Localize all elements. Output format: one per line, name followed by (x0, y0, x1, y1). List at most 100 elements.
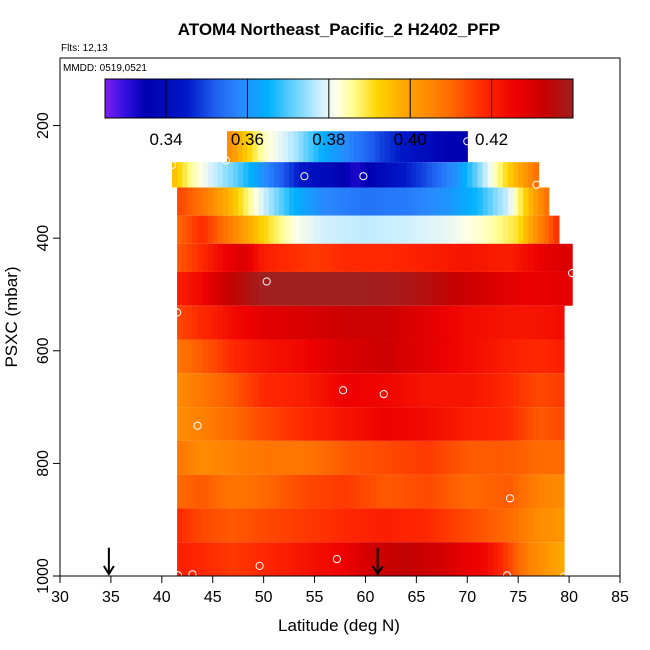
sample-point (339, 386, 348, 395)
heatmap-cell (467, 162, 473, 188)
heatmap-cell (523, 187, 529, 216)
heatmap-cell (304, 407, 311, 441)
heatmap-cell (294, 215, 300, 244)
heatmap-cell (233, 474, 239, 509)
heatmap-cell (217, 373, 224, 408)
heatmap-cell (304, 474, 311, 509)
heatmap-cell (452, 407, 458, 441)
heatmap-cell (289, 271, 295, 306)
heatmap-cell (334, 243, 341, 272)
heatmap-cell (375, 243, 382, 272)
colorbar-tick-label: 0.36 (231, 130, 264, 149)
heatmap-cell (396, 373, 402, 408)
heatmap-cell (452, 508, 458, 543)
heatmap-cell (380, 542, 387, 576)
colorbar-tick-label: 0.34 (149, 130, 182, 149)
heatmap-cell (177, 542, 183, 576)
heatmap-cell (217, 407, 224, 441)
heatmap-cell (248, 542, 255, 576)
heatmap-cell (258, 474, 265, 509)
heatmap-cell (212, 407, 219, 441)
heatmap-cell (497, 339, 504, 374)
heatmap-cell (421, 215, 428, 244)
heatmap-cell (365, 271, 372, 306)
heatmap-cell (411, 339, 417, 374)
heatmap-cell (248, 215, 255, 244)
heatmap-cell (350, 407, 356, 441)
heatmap-cell (253, 508, 260, 543)
heatmap-cell (182, 215, 188, 244)
heatmap-cell (319, 162, 326, 188)
heatmap-cell (401, 305, 407, 340)
heatmap-cell (370, 271, 377, 306)
heatmap-cell (258, 373, 265, 408)
sample-point (359, 172, 368, 181)
heatmap-cell (202, 373, 209, 408)
heatmap-cell (446, 407, 453, 441)
heatmap-cell (426, 440, 433, 475)
heatmap-cell (345, 474, 351, 509)
heatmap-cell (197, 187, 204, 216)
heatmap-cell (187, 542, 193, 576)
heatmap-cell (299, 271, 305, 306)
heatmap-cell (319, 215, 326, 244)
heatmap-cell (441, 373, 448, 408)
heatmap-cell (411, 243, 417, 272)
heatmap-cell (344, 131, 350, 163)
heatmap-cell (258, 407, 265, 441)
heatmap-cell (355, 215, 361, 244)
heatmap-cell (334, 187, 341, 216)
heatmap-cell (467, 305, 473, 340)
heatmap-cell (340, 440, 346, 475)
heatmap-cell (497, 271, 504, 306)
heatmap-cell (340, 373, 346, 408)
heatmap-cell (401, 271, 407, 306)
heatmap-cell (365, 305, 372, 340)
heatmap-cell (304, 305, 311, 340)
heatmap-cell (411, 187, 417, 216)
heatmap-cell (233, 243, 239, 272)
heatmap-cell (268, 162, 275, 188)
heatmap-cell (370, 373, 377, 408)
heatmap-cell (182, 187, 188, 216)
heatmap-cell (243, 542, 249, 576)
heatmap-cell (462, 187, 468, 216)
heatmap-cell (385, 339, 392, 374)
heatmap-cell (359, 131, 366, 163)
heatmap-cell (182, 440, 188, 475)
heatmap-cell (487, 474, 494, 509)
heatmap-cell (360, 440, 367, 475)
heatmap-cell (396, 243, 402, 272)
heatmap-cell (421, 440, 428, 475)
heatmap-cell (528, 508, 535, 543)
heatmap-cell (457, 542, 463, 576)
heatmap-cell (502, 305, 509, 340)
heatmap-cell (334, 508, 341, 543)
heatmap-cell (294, 373, 300, 408)
heatmap-cell (457, 407, 463, 441)
x-tick-label: 65 (407, 589, 425, 606)
heatmap-cell (472, 162, 479, 188)
heatmap-cell (222, 339, 229, 374)
heatmap-cell (558, 508, 565, 543)
heatmap-cell (426, 187, 433, 216)
heatmap-cell (466, 131, 468, 163)
heatmap-cell (492, 215, 499, 244)
heatmap-cell (202, 271, 209, 306)
heatmap-cell (314, 474, 321, 509)
heatmap-cell (421, 407, 428, 441)
heatmap-cell (385, 373, 392, 408)
heatmap-cell (228, 407, 234, 441)
heatmap-cell (202, 305, 209, 340)
heatmap-cell (267, 131, 274, 163)
heatmap-cell (543, 407, 550, 441)
heatmap-cell (304, 339, 311, 374)
heatmap-cell (207, 271, 214, 306)
heatmap-cell (192, 407, 199, 441)
heatmap-cell (197, 542, 204, 576)
heatmap-cell (401, 508, 407, 543)
sample-point (505, 494, 515, 503)
heatmap-cell (365, 187, 372, 216)
heatmap-cell (375, 215, 382, 244)
heatmap-cell (329, 162, 336, 188)
